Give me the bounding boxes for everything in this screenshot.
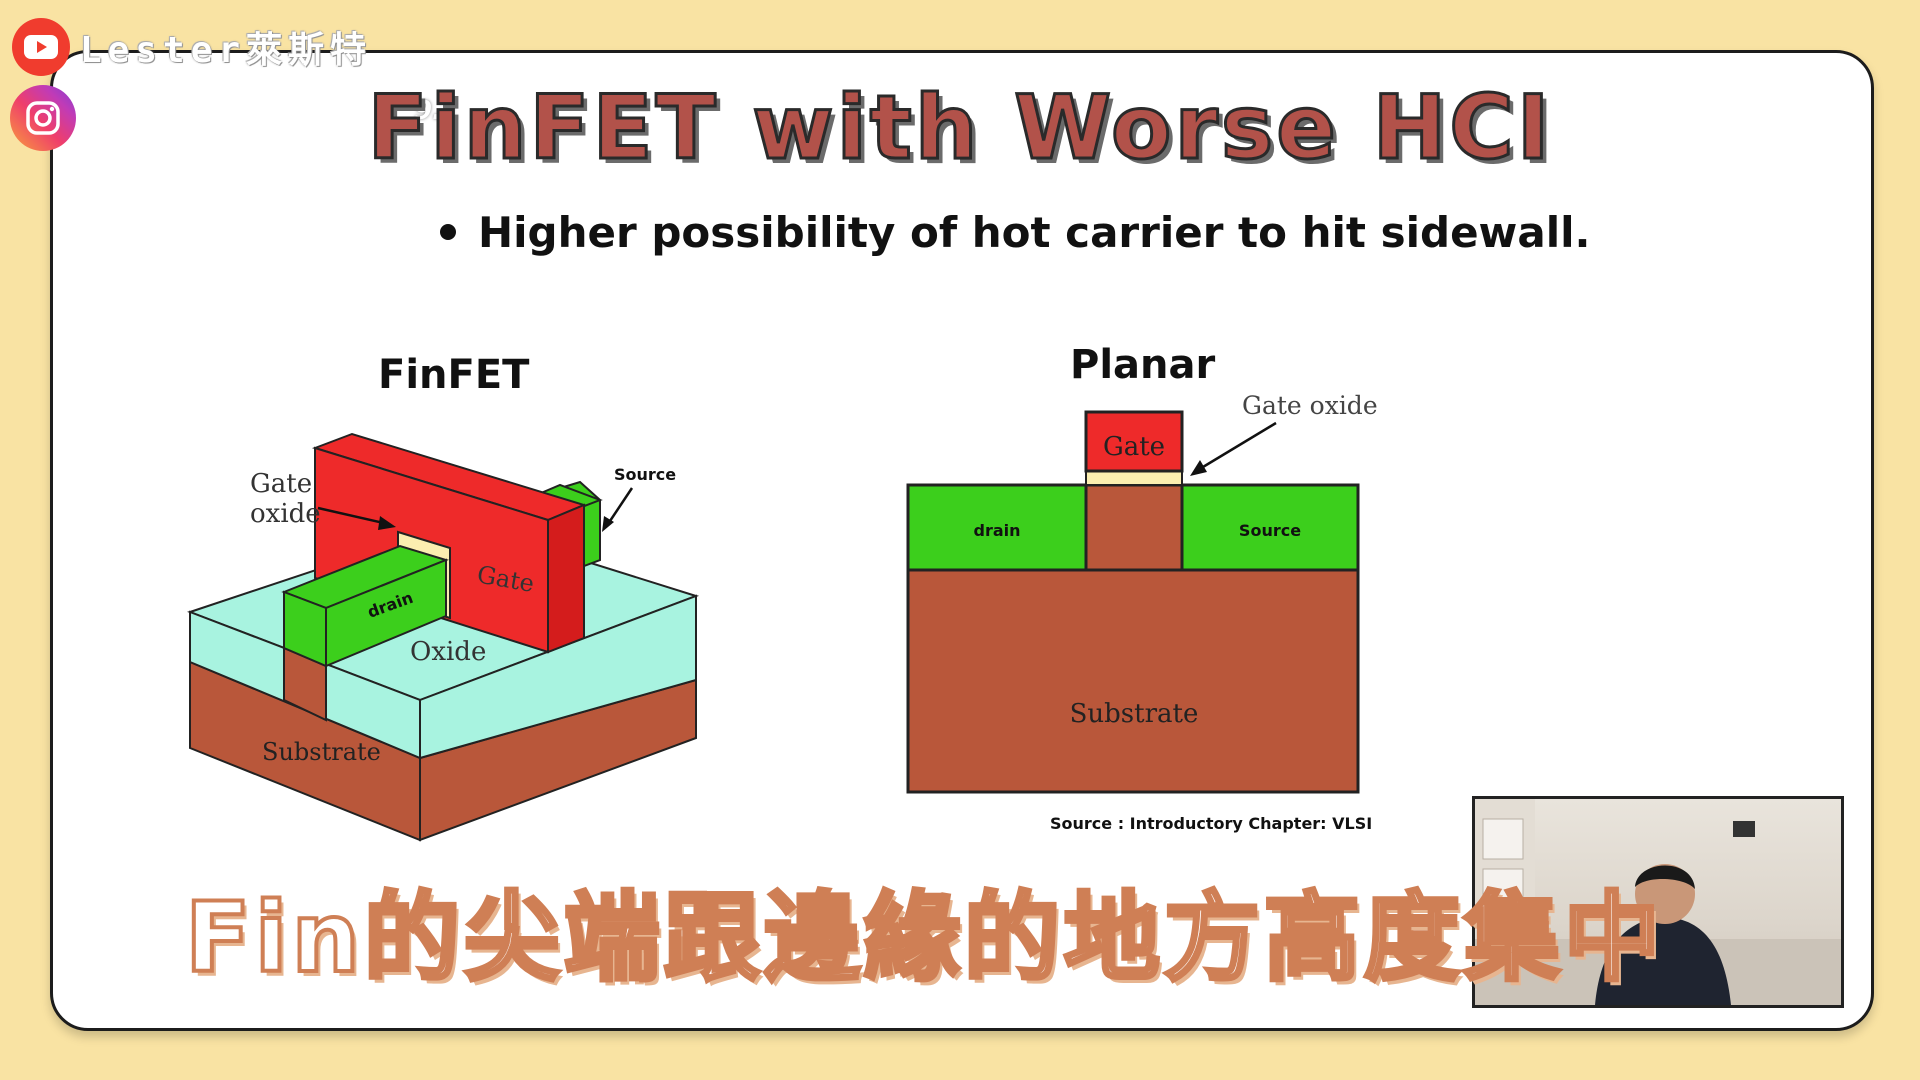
brand-row: Lester萊斯特 [12,18,372,76]
finfet-gate-oxide-label-1: Gate [250,469,312,499]
instagram-icon[interactable] [10,85,76,151]
finfet-source-arrowhead [602,516,614,532]
youtube-icon[interactable] [12,18,70,76]
planar-substrate [906,568,1360,794]
finfet-gate-oxide-arrow [317,506,389,526]
finfet-source-arrow [606,487,634,525]
webcam-feed [1472,796,1844,1008]
finfet-oxide-right [419,594,697,760]
planar-source-label: Source [1239,521,1301,540]
planar-gate-label: Gate [1103,432,1165,462]
finfet-gate-side [547,503,585,654]
finfet-gate-oxide-arrowhead [378,516,396,530]
planar-source [1180,483,1360,572]
slide-number: 9.1 [414,96,461,126]
planar-substrate-label: Substrate [1070,699,1199,729]
finfet-oxide-label: Oxide [410,637,486,667]
finfet-heading: FinFET [378,352,530,398]
finfet-drain-side [325,558,447,668]
planar-gate-oxide-arrowhead [1190,460,1207,476]
planar-gate-oxide-label: Gate oxide [1242,391,1378,420]
bullet-dot-icon [440,223,456,240]
planar-heading: Planar [1070,342,1216,388]
finfet-substrate-label: Substrate [262,738,381,766]
planar-gate [1084,410,1184,473]
caption-subtitle: Fin的尖端跟邊緣的地方高度集中 [183,880,1664,996]
channel-name: Lester萊斯特 [80,30,373,71]
planar-drain-label: drain [973,521,1020,540]
planar-diagram: Gate oxide Gate drain Source Substrate [906,391,1378,794]
planar-gate-oxide [1085,470,1183,486]
finfet-source-label: Source [614,465,676,484]
finfet-gate-oxide-label-2: oxide [250,499,321,529]
slide-title: FinFET with Worse HCI [366,75,1553,181]
planar-gate-oxide-arrow [1197,421,1277,472]
source-citation: Source : Introductory Chapter: VLSI [1050,814,1373,833]
finfet-diagram: Gate oxide Source Gate drain Oxide Subst… [187,432,700,842]
planar-channel [1084,483,1184,572]
bullet-text: Higher possibility of hot carrier to hit… [478,208,1591,257]
bullet-point: Higher possibility of hot carrier to hit… [440,208,1590,257]
webcam-scene [1475,799,1841,1005]
